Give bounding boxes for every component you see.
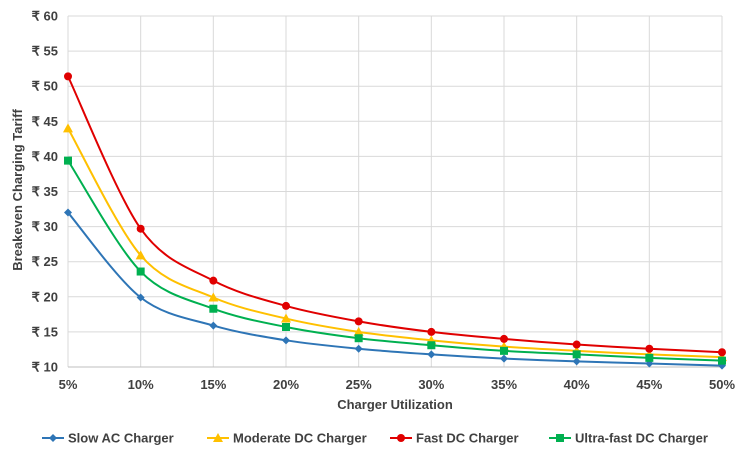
x-tick-label: 45% [636, 377, 662, 392]
y-tick-label: ₹ 15 [32, 324, 58, 339]
data-point [281, 313, 291, 323]
data-point [427, 327, 436, 336]
data-point [282, 301, 290, 310]
legend-marker [49, 434, 57, 442]
y-tick-label: ₹ 45 [32, 114, 58, 129]
y-tick-label: ₹ 60 [32, 9, 58, 24]
x-tick-label: 30% [418, 377, 444, 392]
y-axis-ticks: ₹ 10 ₹ 15 ₹ 20 ₹ 25 ₹ 30 ₹ 35 ₹ 40 ₹ 45 ₹ 50 ₹ 55… [32, 9, 58, 375]
data-point [209, 304, 218, 313]
data-point [354, 334, 363, 343]
gridlines [67, 15, 723, 367]
legend: Slow AC Charger Moderate DC Charger Fast D… [42, 431, 708, 446]
legend-marker [213, 433, 223, 442]
x-axis-title: Charger Utilization [337, 397, 453, 412]
data-point [136, 224, 145, 233]
y-tick-label: ₹ 55 [32, 44, 58, 59]
legend-marker [556, 434, 564, 442]
x-tick-label: 20% [273, 377, 299, 392]
x-tick-label: 40% [564, 377, 590, 392]
data-point [353, 326, 364, 336]
data-point [136, 293, 145, 302]
x-tick-label: 15% [200, 377, 226, 392]
legend-item: Ultra-fast DC Charger [549, 431, 708, 446]
y-tick-label: ₹ 40 [32, 149, 58, 164]
y-tick-label: ₹ 10 [32, 360, 58, 375]
series-fast-dc-charger [64, 72, 726, 357]
data-point [64, 72, 72, 81]
data-point [645, 353, 654, 362]
legend-marker [397, 434, 405, 442]
x-tick-label: 10% [128, 377, 154, 392]
data-point [354, 317, 363, 326]
data-point [135, 250, 146, 260]
x-tick-label: 50% [709, 377, 735, 392]
data-point [500, 346, 508, 355]
x-tick-label: 25% [346, 377, 372, 392]
y-tick-label: ₹ 20 [32, 289, 58, 304]
data-point [718, 348, 726, 357]
x-axis-ticks: 5% 10% 15% 20% 25% 30% 35% 40% 45% 50% [59, 377, 736, 392]
series-line [67, 127, 723, 359]
data-point [427, 350, 436, 359]
data-point [208, 292, 219, 302]
legend-label: Slow AC Charger [68, 431, 174, 446]
legend-item: Moderate DC Charger [207, 431, 367, 446]
y-tick-label: ₹ 35 [32, 184, 58, 199]
legend-label: Ultra-fast DC Charger [575, 431, 708, 446]
series-ultra-fast-dc-charger [64, 156, 726, 365]
legend-label: Fast DC Charger [416, 431, 519, 446]
y-tick-label: ₹ 25 [32, 254, 58, 269]
data-point [354, 344, 363, 353]
data-point [718, 356, 726, 365]
series-line [67, 75, 723, 354]
y-axis-title: Breakeven Charging Tariff [10, 109, 25, 271]
data-point [136, 267, 145, 276]
data-point [209, 276, 218, 285]
series-group [63, 72, 727, 370]
series-line [67, 211, 723, 367]
y-tick-label: ₹ 30 [32, 219, 58, 234]
x-tick-label: 35% [491, 377, 517, 392]
y-tick-label: ₹ 50 [32, 79, 58, 94]
data-point [282, 336, 290, 345]
data-point [64, 156, 72, 165]
data-point [209, 321, 218, 330]
data-point [572, 357, 581, 366]
data-point [572, 350, 581, 359]
data-point [282, 322, 290, 331]
series-moderate-dc-charger [63, 123, 727, 362]
data-point [645, 344, 654, 353]
data-point [63, 123, 73, 133]
data-point [500, 334, 508, 343]
legend-label: Moderate DC Charger [233, 431, 367, 446]
legend-item: Slow AC Charger [42, 431, 174, 446]
legend-item: Fast DC Charger [390, 431, 519, 446]
data-point [427, 341, 436, 350]
data-point [500, 354, 508, 363]
x-tick-label: 5% [59, 377, 78, 392]
series-line [67, 160, 723, 362]
data-point [64, 208, 72, 217]
data-point [572, 340, 581, 349]
